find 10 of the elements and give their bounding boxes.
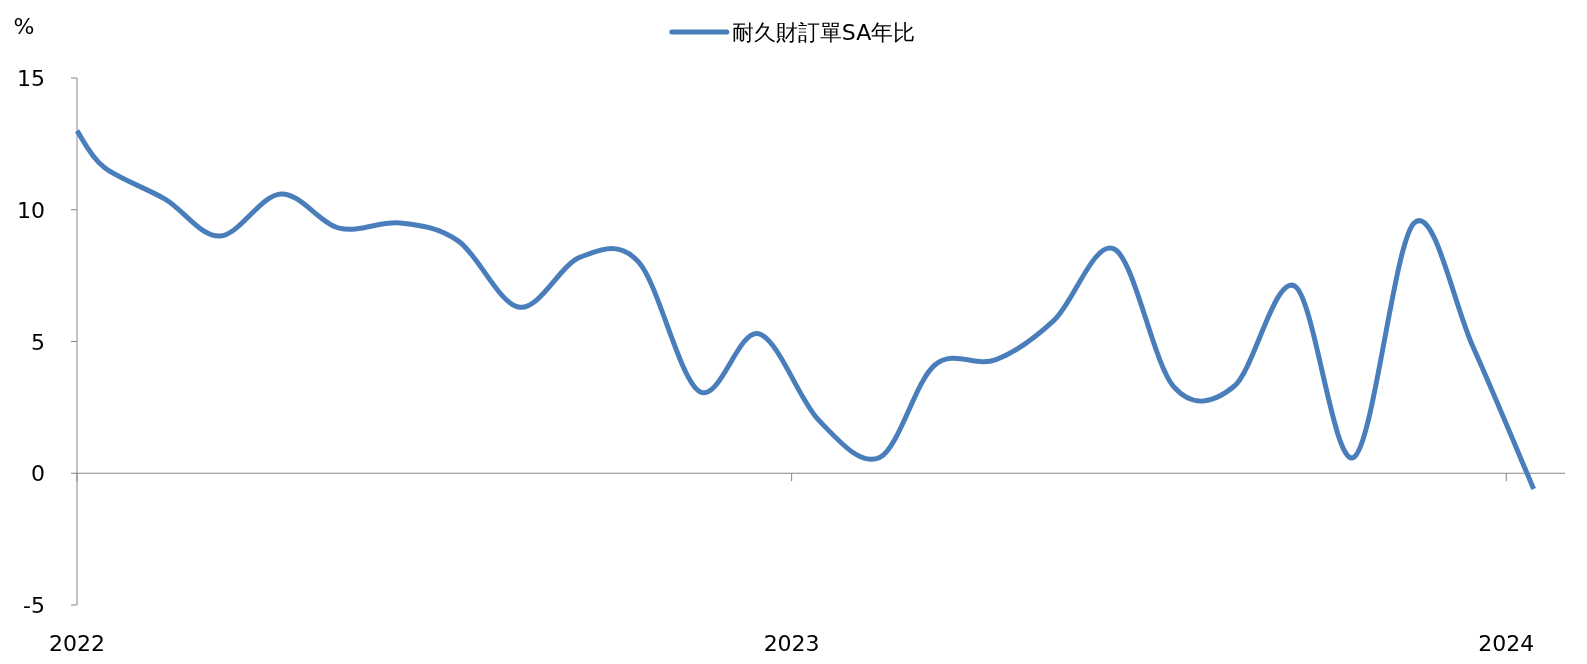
y-tick-label: 0 (31, 461, 45, 487)
y-tick-label: 5 (31, 329, 45, 355)
legend-label: 耐久財訂單SA年比 (731, 20, 916, 45)
x-tick-label: 2022 (49, 631, 105, 656)
y-tick-label: 10 (17, 197, 45, 223)
x-tick-label: 2024 (1478, 631, 1535, 656)
x-tick-label: 2023 (763, 631, 820, 656)
y-axis-title: % (13, 14, 35, 39)
y-tick-label: 15 (17, 66, 45, 91)
y-tick-label: -5 (23, 593, 45, 618)
